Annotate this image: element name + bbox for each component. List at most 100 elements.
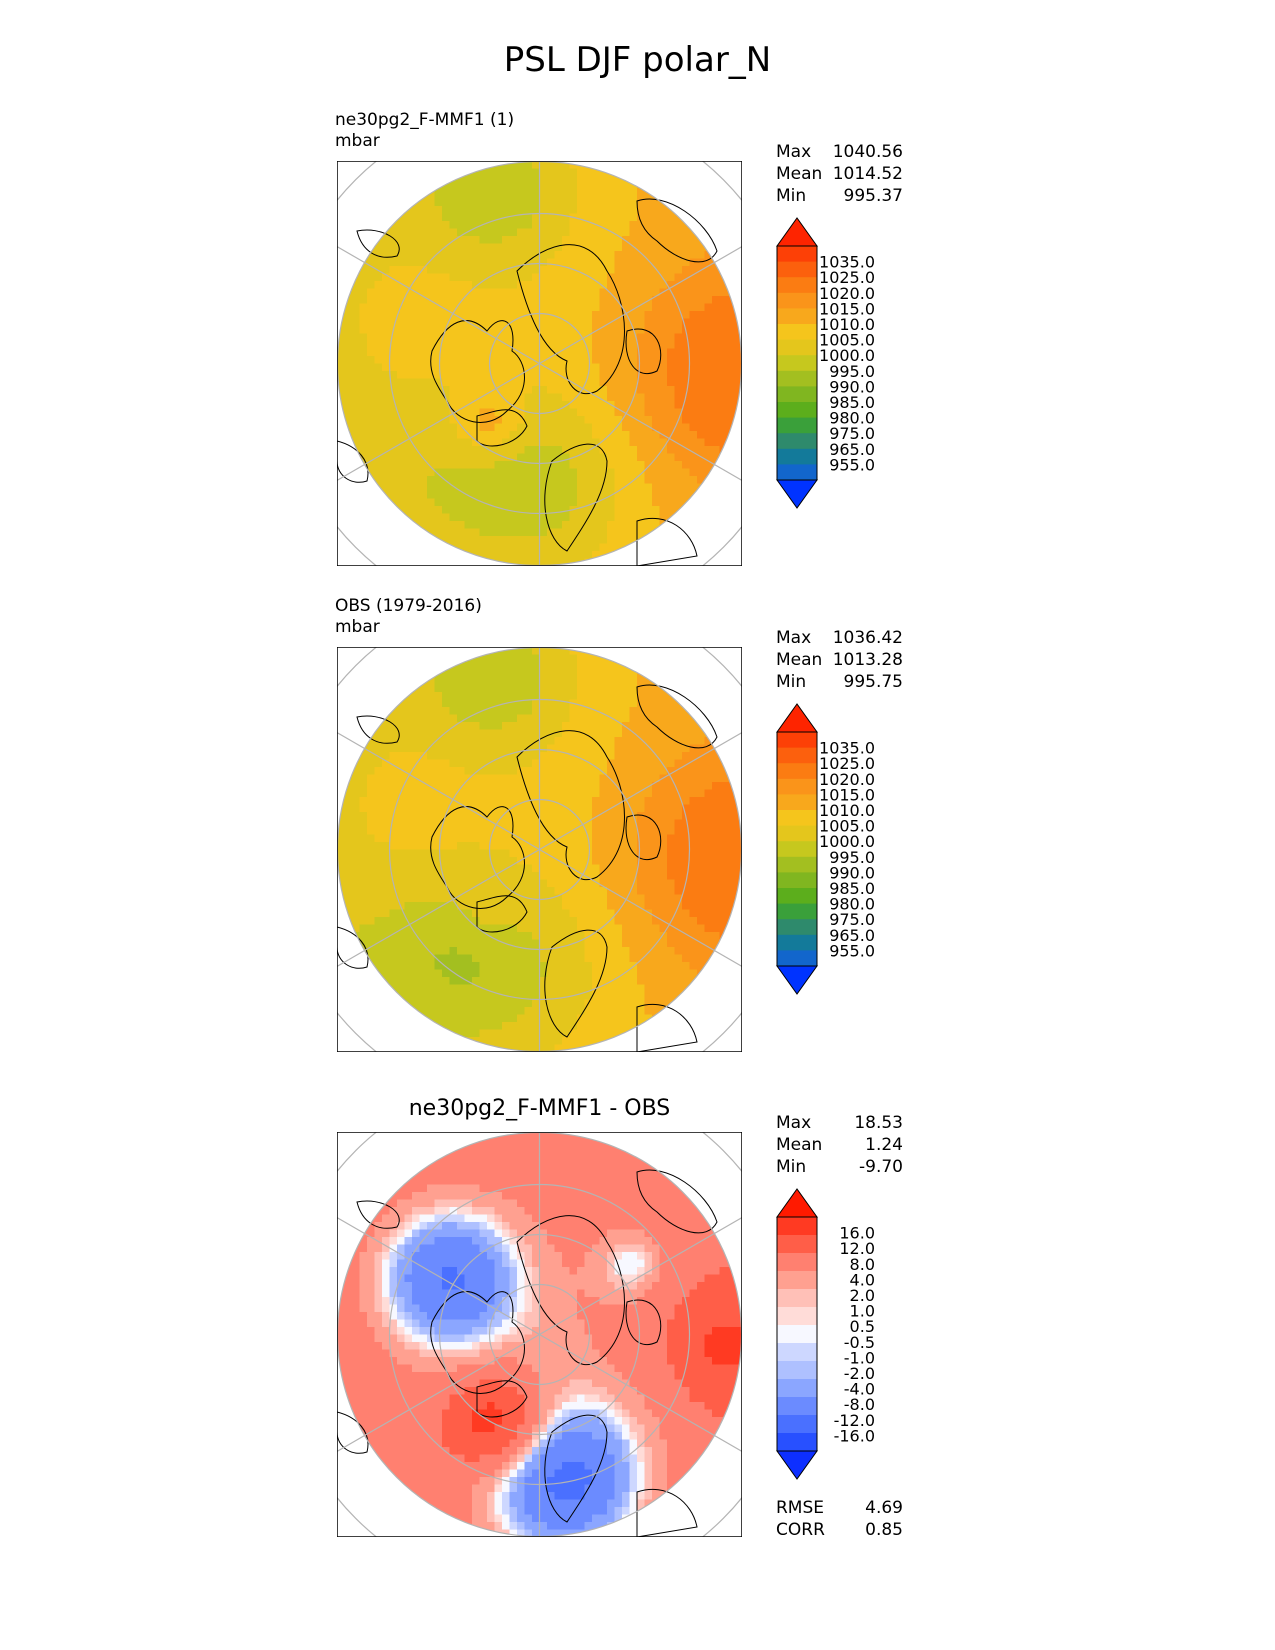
colorbar-frame: [776, 245, 818, 481]
colorbar-segment: [777, 1415, 817, 1434]
colorbar-segment: [777, 464, 817, 481]
colorbar-tick-label: 965.0: [829, 440, 875, 459]
colorbar-segment: [777, 747, 817, 764]
colorbar-tick-label: 975.0: [829, 910, 875, 929]
colorbar-segment: [777, 934, 817, 951]
colorbar-segment: [777, 370, 817, 387]
colorbar-tick-label: 1035.0: [819, 253, 875, 272]
colorbar-segment: [777, 324, 817, 341]
colorbar-tick-label: 955.0: [829, 455, 875, 474]
colorbar-segment: [777, 841, 817, 858]
colorbar-tick-label: 1015.0: [819, 785, 875, 804]
colorbar-tick-label: 985.0: [829, 393, 875, 412]
panel-test-stats: Max 1040.56 Mean 1014.52 Min 995.37: [776, 141, 903, 207]
colorbar-segment: [777, 1253, 817, 1272]
stat-min: Min -9.70: [776, 1157, 903, 1177]
colorbar-segment: [777, 1289, 817, 1308]
colorbar-tick-label: 1020.0: [819, 770, 875, 789]
colorbar-extend-min: [776, 965, 818, 995]
colorbar-frame: [776, 731, 818, 967]
stat-min: Min 995.37: [776, 186, 903, 206]
stat-mean: Mean 1013.28: [776, 650, 903, 670]
colorbar-tick-label: 1025.0: [819, 268, 875, 287]
colorbar-tick-label: 1025.0: [819, 754, 875, 773]
colorbar-tick-label: 1010.0: [819, 315, 875, 334]
colorbar-tick-label: 16.0: [839, 1224, 875, 1243]
colorbar-tick-label: 1000.0: [819, 832, 875, 851]
colorbar-extend-max: [776, 1188, 818, 1218]
colorbar-segment: [777, 888, 817, 905]
colorbar-segment: [777, 246, 817, 263]
colorbar-tick-label: -4.0: [844, 1380, 875, 1399]
panel-ref-stats: Max 1036.42 Mean 1013.28 Min 995.75: [776, 627, 903, 693]
stat-max: Max 1040.56: [776, 142, 903, 162]
colorbar-tick-label: 1015.0: [819, 299, 875, 318]
panel-diff-title: ne30pg2_F-MMF1 - OBS: [408, 1096, 671, 1121]
panel-diff-colorbar: 16.012.08.04.02.01.00.5-0.5-1.0-2.0-4.0-…: [776, 1188, 875, 1480]
panel-ref-case-name: OBS (1979-2016): [335, 596, 482, 616]
colorbar-tick-label: 985.0: [829, 879, 875, 898]
panel-test-units: mbar: [335, 131, 380, 151]
colorbar-tick-label: 4.0: [850, 1270, 875, 1289]
panel-test-case-name: ne30pg2_F-MMF1 (1): [335, 110, 515, 130]
colorbar-segment: [777, 794, 817, 811]
colorbar-segment: [777, 1307, 817, 1326]
colorbar-segment: [777, 856, 817, 873]
colorbar-tick-label: 1005.0: [819, 331, 875, 350]
colorbar-segment: [777, 1379, 817, 1398]
panel-test-colorbar: 1035.01025.01020.01015.01010.01005.01000…: [776, 217, 875, 509]
colorbar-segment: [777, 1397, 817, 1416]
colorbar-segment: [777, 1235, 817, 1254]
panel-diff-metrics: RMSE 4.69 CORR 0.85: [776, 1497, 903, 1541]
colorbar-extend-max: [776, 217, 818, 247]
colorbar-segment: [777, 872, 817, 889]
colorbar-tick-label: 0.5: [850, 1317, 875, 1336]
stat-mean: Mean 1014.52: [776, 164, 903, 184]
colorbar-tick-label: -0.5: [844, 1333, 875, 1352]
colorbar-tick-label: 975.0: [829, 424, 875, 443]
panel-ref-units: mbar: [335, 617, 380, 637]
colorbar-segment: [777, 355, 817, 372]
panel-test-map: [337, 161, 742, 566]
panel-test-label: ne30pg2_F-MMF1 (1) mbar: [335, 110, 514, 152]
figure-title: PSL DJF polar_N: [503, 40, 772, 80]
colorbar-segment: [777, 778, 817, 795]
panel-diff-stats: Max 18.53 Mean 1.24 Min -9.70: [776, 1112, 903, 1178]
panel-ref-colorbar: 1035.01025.01020.01015.01010.01005.01000…: [776, 703, 875, 995]
stat-max: Max 1036.42: [776, 628, 903, 648]
metric-corr: CORR 0.85: [776, 1520, 903, 1540]
colorbar-tick-label: -12.0: [834, 1411, 875, 1430]
colorbar-tick-label: 995.0: [829, 362, 875, 381]
stat-max: Max 18.53: [776, 1113, 903, 1133]
colorbar-tick-label: -2.0: [844, 1364, 875, 1383]
colorbar-tick-label: -16.0: [834, 1426, 875, 1445]
colorbar-segment: [777, 1271, 817, 1290]
colorbar-tick-label: 990.0: [829, 377, 875, 396]
filled-contours: [337, 161, 742, 566]
colorbar-tick-label: -1.0: [844, 1348, 875, 1367]
colorbar-segment: [777, 417, 817, 434]
colorbar-tick-label: 1035.0: [819, 739, 875, 758]
colorbar-tick-label: 980.0: [829, 409, 875, 428]
panel-ref-map: [337, 647, 742, 1052]
colorbar-segment: [777, 919, 817, 936]
colorbar-tick-label: 2.0: [850, 1286, 875, 1305]
stat-min: Min 995.75: [776, 672, 903, 692]
colorbar-segment: [777, 950, 817, 967]
panel-ref-label: OBS (1979-2016) mbar: [335, 596, 482, 638]
colorbar-tick-label: -8.0: [844, 1395, 875, 1414]
colorbar-tick-label: 1000.0: [819, 346, 875, 365]
colorbar-tick-label: 1020.0: [819, 284, 875, 303]
colorbar-tick-label: 8.0: [850, 1255, 875, 1274]
colorbar-frame: [776, 1216, 818, 1452]
colorbar-tick-label: 1010.0: [819, 801, 875, 820]
colorbar-segment: [777, 1361, 817, 1380]
coastlines: [337, 1169, 718, 1537]
colorbar-segment: [777, 261, 817, 278]
colorbar-tick-label: 990.0: [829, 863, 875, 882]
colorbar-extend-min: [776, 479, 818, 509]
colorbar-tick-label: 995.0: [829, 848, 875, 867]
colorbar-segment: [777, 1217, 817, 1236]
colorbar-segment: [777, 1343, 817, 1362]
colorbar-tick-label: 1005.0: [819, 817, 875, 836]
